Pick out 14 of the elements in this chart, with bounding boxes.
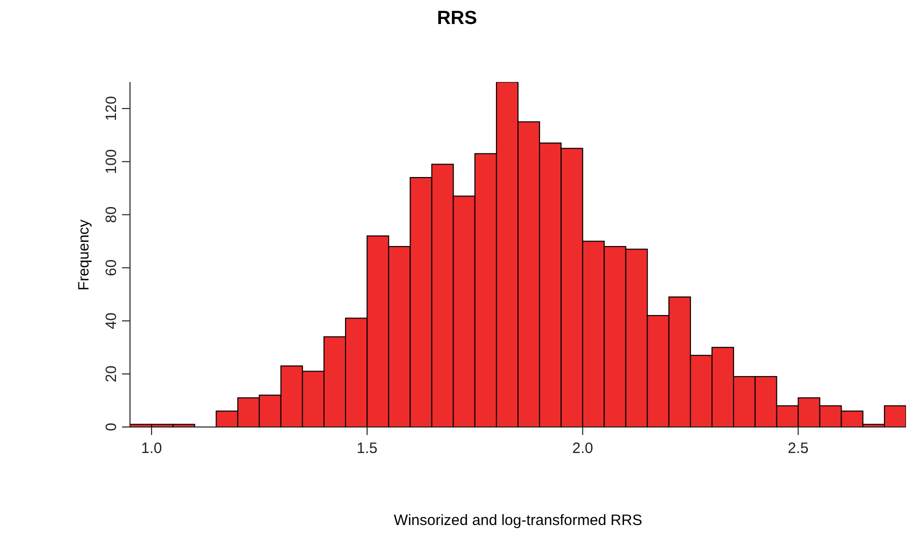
- y-tick-label: 40: [103, 312, 120, 330]
- y-tick-label: 120: [103, 96, 120, 122]
- x-axis-title: Winsorized and log-transformed RRS: [392, 512, 644, 529]
- x-tick-label: 2.5: [788, 440, 809, 457]
- y-tick-label: 20: [103, 366, 120, 382]
- chart-title: RRS: [436, 8, 478, 30]
- x-tick-label: 2.0: [572, 440, 594, 457]
- y-tick-label: 0: [103, 422, 120, 432]
- y-tick-label: 100: [103, 149, 120, 174]
- y-tick-label: 60: [103, 259, 120, 276]
- y-tick-label: 80: [103, 206, 120, 224]
- x-tick-label: 1.0: [141, 440, 162, 457]
- y-axis-title: Frequency: [76, 220, 92, 290]
- x-tick-label: 1.5: [356, 440, 378, 457]
